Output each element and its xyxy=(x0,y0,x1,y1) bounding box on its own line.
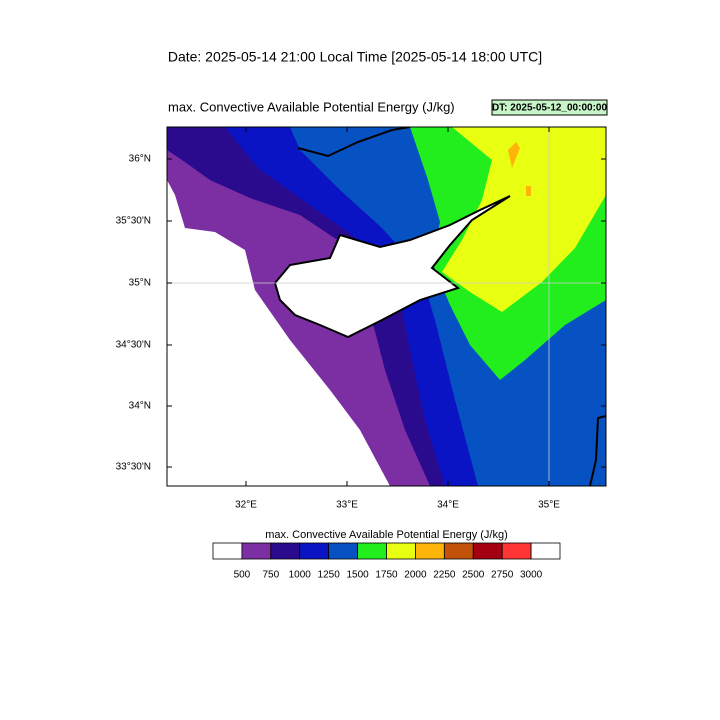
field-band xyxy=(442,127,606,312)
lat-label: 35°N xyxy=(129,278,151,289)
colorbar-label: 2750 xyxy=(491,570,514,581)
lon-label: 34°E xyxy=(437,500,459,511)
map-title: max. Convective Available Potential Ener… xyxy=(168,99,455,114)
colorbar-label: 3000 xyxy=(520,570,543,581)
colorbar-box xyxy=(299,542,330,560)
colorbar-box xyxy=(530,542,561,560)
field-band xyxy=(526,186,531,196)
lon-label: 35°E xyxy=(538,500,560,511)
coastline xyxy=(297,127,411,158)
colorbar-box xyxy=(212,542,243,560)
colorbar-box xyxy=(501,542,532,560)
plot-frame xyxy=(166,126,607,487)
lon-label: 33°E xyxy=(336,500,358,511)
colorbar-box xyxy=(386,542,416,560)
dt-label: DT: 2025-05-12_00:00:00 xyxy=(492,103,608,114)
dt-box xyxy=(491,99,608,116)
colorbar-label: 1250 xyxy=(318,570,341,581)
colorbar-box xyxy=(270,542,301,560)
colorbar-label: 1500 xyxy=(346,570,369,581)
colorbar-title: max. Convective Available Potential Ener… xyxy=(265,529,508,541)
colorbar-label: 1750 xyxy=(375,570,398,581)
colorbar-box xyxy=(472,542,503,560)
cape-field xyxy=(167,127,606,486)
colorbar-box xyxy=(357,542,387,560)
lon-label: 32°E xyxy=(235,500,257,511)
lat-label: 35°30'N xyxy=(116,216,151,227)
colorbar-label: 2500 xyxy=(462,570,485,581)
colorbar-box xyxy=(443,542,474,560)
lat-label: 33°30'N xyxy=(116,462,151,473)
lat-label: 36°N xyxy=(129,154,151,165)
colorbar-label: 500 xyxy=(234,570,251,581)
date-header: Date: 2025-05-14 21:00 Local Time [2025-… xyxy=(168,49,542,65)
colorbar-box xyxy=(241,542,272,560)
lat-label: 34°30'N xyxy=(116,340,151,351)
colorbar-box xyxy=(415,542,445,560)
field-band xyxy=(508,142,520,168)
coastline xyxy=(589,415,606,486)
colorbar-label: 2250 xyxy=(433,570,456,581)
colorbar-label: 750 xyxy=(262,570,279,581)
cyprus xyxy=(273,195,511,339)
colorbar-box xyxy=(328,542,358,560)
colorbar-label: 2000 xyxy=(404,570,427,581)
lat-label: 34°N xyxy=(129,401,151,412)
colorbar-label: 1000 xyxy=(289,570,312,581)
